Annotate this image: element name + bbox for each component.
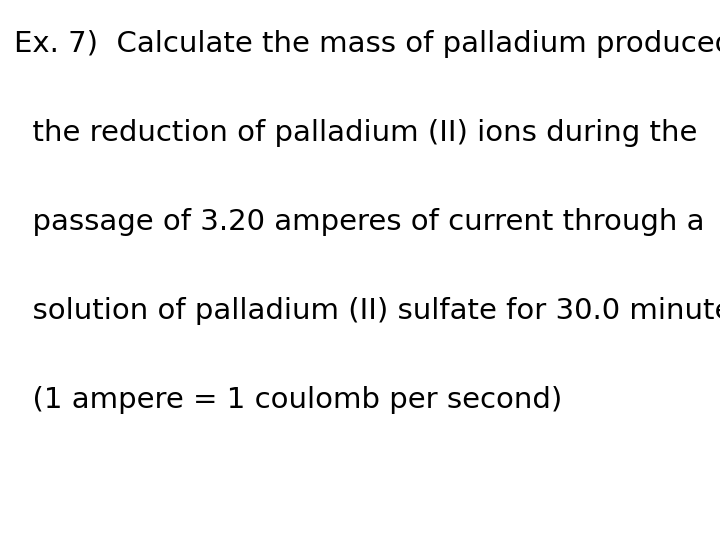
Text: Ex. 7)  Calculate the mass of palladium produced by: Ex. 7) Calculate the mass of palladium p… [14,30,720,58]
Text: solution of palladium (II) sulfate for 30.0 minutes.: solution of palladium (II) sulfate for 3… [14,297,720,325]
Text: passage of 3.20 amperes of current through a: passage of 3.20 amperes of current throu… [14,208,705,236]
Text: the reduction of palladium (II) ions during the: the reduction of palladium (II) ions dur… [14,119,698,147]
Text: (1 ampere = 1 coulomb per second): (1 ampere = 1 coulomb per second) [14,386,562,414]
